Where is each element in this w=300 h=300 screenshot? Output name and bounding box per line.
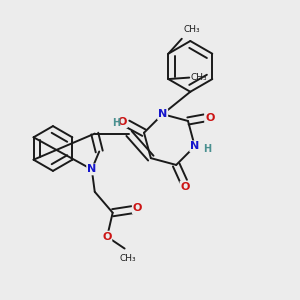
Text: O: O <box>181 182 190 192</box>
Text: O: O <box>118 117 127 127</box>
Text: CH₃: CH₃ <box>119 254 136 263</box>
Text: H: H <box>203 144 211 154</box>
Text: CH₃: CH₃ <box>191 73 207 82</box>
Text: CH₃: CH₃ <box>183 25 200 34</box>
Text: N: N <box>190 141 200 151</box>
Text: N: N <box>87 164 96 174</box>
Text: N: N <box>158 109 167 119</box>
Text: O: O <box>205 113 214 123</box>
Text: H: H <box>112 118 120 128</box>
Text: O: O <box>102 232 111 242</box>
Text: O: O <box>133 203 142 213</box>
